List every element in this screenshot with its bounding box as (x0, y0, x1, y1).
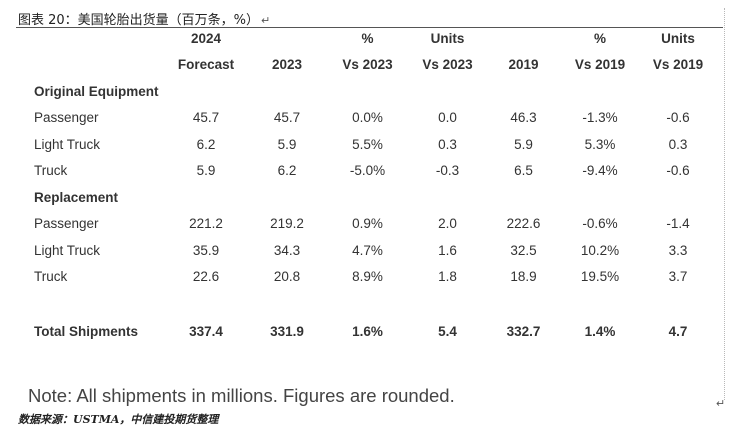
table-row: Light Truck 35.9 34.3 4.7% 1.6 32.5 10.2… (26, 237, 716, 264)
col-header-top (487, 25, 560, 52)
cell: 18.9 (510, 269, 537, 285)
cell: 35.9 (192, 242, 220, 258)
return-mark: ↵ (261, 14, 271, 27)
cell: 45.7 (273, 110, 301, 126)
cell: 5.9 (196, 163, 216, 179)
cell: 6.2 (277, 163, 297, 179)
cell: 5.3% (584, 136, 616, 152)
cell: 3.3 (668, 242, 688, 258)
row-label: Truck (34, 163, 68, 179)
col-header-bottom: Forecast (177, 57, 235, 73)
cell: -0.6 (666, 110, 690, 126)
col-header-bottom: 2023 (271, 57, 303, 73)
cell: 8.9% (352, 269, 383, 285)
col-header-bottom: 2019 (508, 57, 539, 73)
table-row: Truck 22.6 20.8 8.9% 1.8 18.9 19.5% 3.7 (26, 264, 716, 291)
cell: 0.3 (438, 136, 457, 152)
cell: 19.5% (580, 269, 620, 285)
cell: 2.0 (438, 216, 457, 232)
cell: 221.2 (189, 216, 223, 232)
total-cell: 331.9 (270, 323, 304, 339)
total-cell: 5.4 (438, 323, 457, 339)
total-cell: 332.7 (506, 323, 541, 339)
cell: 5.9 (277, 136, 297, 152)
cell: 10.2% (580, 242, 620, 258)
section-title: Original Equipment (34, 83, 159, 99)
col-header-bottom: Vs 2023 (342, 57, 393, 73)
table-row: Truck 5.9 6.2 -5.0% -0.3 6.5 -9.4% -0.6 (26, 158, 716, 185)
section-header-original-equipment: Original Equipment (26, 78, 716, 105)
cell: 0.3 (668, 136, 688, 152)
header-row-1: 2024 % Units % Units (26, 25, 716, 52)
cell: 5.9 (514, 136, 533, 152)
header-corner (26, 25, 165, 52)
cell: 3.7 (668, 269, 688, 285)
cell: 5.5% (352, 136, 383, 152)
cell: 222.6 (506, 216, 541, 232)
section-header-replacement: Replacement (26, 184, 716, 211)
cell: -9.4% (582, 163, 618, 179)
col-header-top: Units (430, 30, 465, 46)
source-line: 数据来源：USTMA，中信建投期货整理 (18, 413, 219, 426)
col-header-top: Units (661, 30, 695, 46)
cell: 219.2 (270, 216, 304, 232)
cell: 32.5 (510, 242, 537, 258)
col-header-top: % (361, 30, 374, 46)
cell: 45.7 (192, 110, 220, 126)
col-header-top (247, 25, 327, 52)
cell: 1.6 (438, 242, 457, 258)
row-label: Truck (34, 269, 68, 285)
total-cell: 4.7 (668, 323, 688, 339)
cell: 34.3 (273, 242, 301, 258)
figure-caption: 图表 20：美国轮胎出货量（百万条，%） ↵ (18, 9, 270, 28)
cell: 0.0% (352, 110, 383, 126)
cell: 1.8 (438, 269, 457, 285)
shipments-table: 2024 % Units % Units Forecast 2023 Vs 20… (26, 25, 716, 345)
spacer-cell (26, 290, 716, 318)
table-row: Passenger 221.2 219.2 0.9% 2.0 222.6 -0.… (26, 211, 716, 238)
col-header-top: % (593, 30, 606, 46)
header-row-2: Forecast 2023 Vs 2023 Vs 2023 2019 Vs 20… (26, 52, 716, 79)
col-header-bottom: Vs 2023 (422, 57, 473, 73)
section-title: Replacement (34, 189, 119, 205)
cell: -0.6 (666, 163, 690, 179)
col-header-top: 2024 (190, 30, 222, 46)
total-row: Total Shipments 337.4 331.9 1.6% 5.4 332… (26, 318, 716, 345)
cell: 22.6 (192, 269, 220, 285)
caption-underline (16, 27, 723, 28)
cell: 46.3 (510, 110, 537, 126)
cell: 4.7% (352, 242, 383, 258)
total-cell: 1.4% (584, 323, 616, 339)
header-corner (26, 52, 165, 79)
total-cell: 337.4 (189, 323, 223, 339)
cell: 0.9% (352, 216, 383, 232)
table-note: Note: All shipments in millions. Figures… (28, 385, 455, 406)
page-margin-rule (724, 8, 725, 400)
cell: 6.5 (514, 163, 533, 179)
table-row: Passenger 45.7 45.7 0.0% 0.0 46.3 -1.3% … (26, 105, 716, 132)
cell: 20.8 (273, 269, 301, 285)
row-label: Passenger (34, 216, 99, 232)
spacer-row (26, 290, 716, 318)
cell: -5.0% (349, 163, 386, 179)
row-label: Passenger (34, 110, 99, 126)
return-mark: ↵ (716, 398, 726, 410)
col-header-bottom: Vs 2019 (574, 57, 626, 73)
cell: 6.2 (196, 136, 216, 152)
cell: -1.3% (582, 110, 618, 126)
cell: -0.3 (435, 163, 460, 179)
cell: -1.4 (666, 216, 690, 232)
cell: 0.0 (438, 110, 457, 126)
col-header-bottom: Vs 2019 (652, 57, 704, 73)
cell: -0.6% (582, 216, 618, 232)
table-row: Light Truck 6.2 5.9 5.5% 0.3 5.9 5.3% 0.… (26, 131, 716, 158)
total-cell: 1.6% (352, 323, 383, 339)
caption-text: 图表 20：美国轮胎出货量（百万条，%） (18, 13, 260, 28)
row-label: Light Truck (34, 136, 101, 152)
row-label: Light Truck (34, 242, 101, 258)
total-label: Total Shipments (34, 323, 139, 339)
